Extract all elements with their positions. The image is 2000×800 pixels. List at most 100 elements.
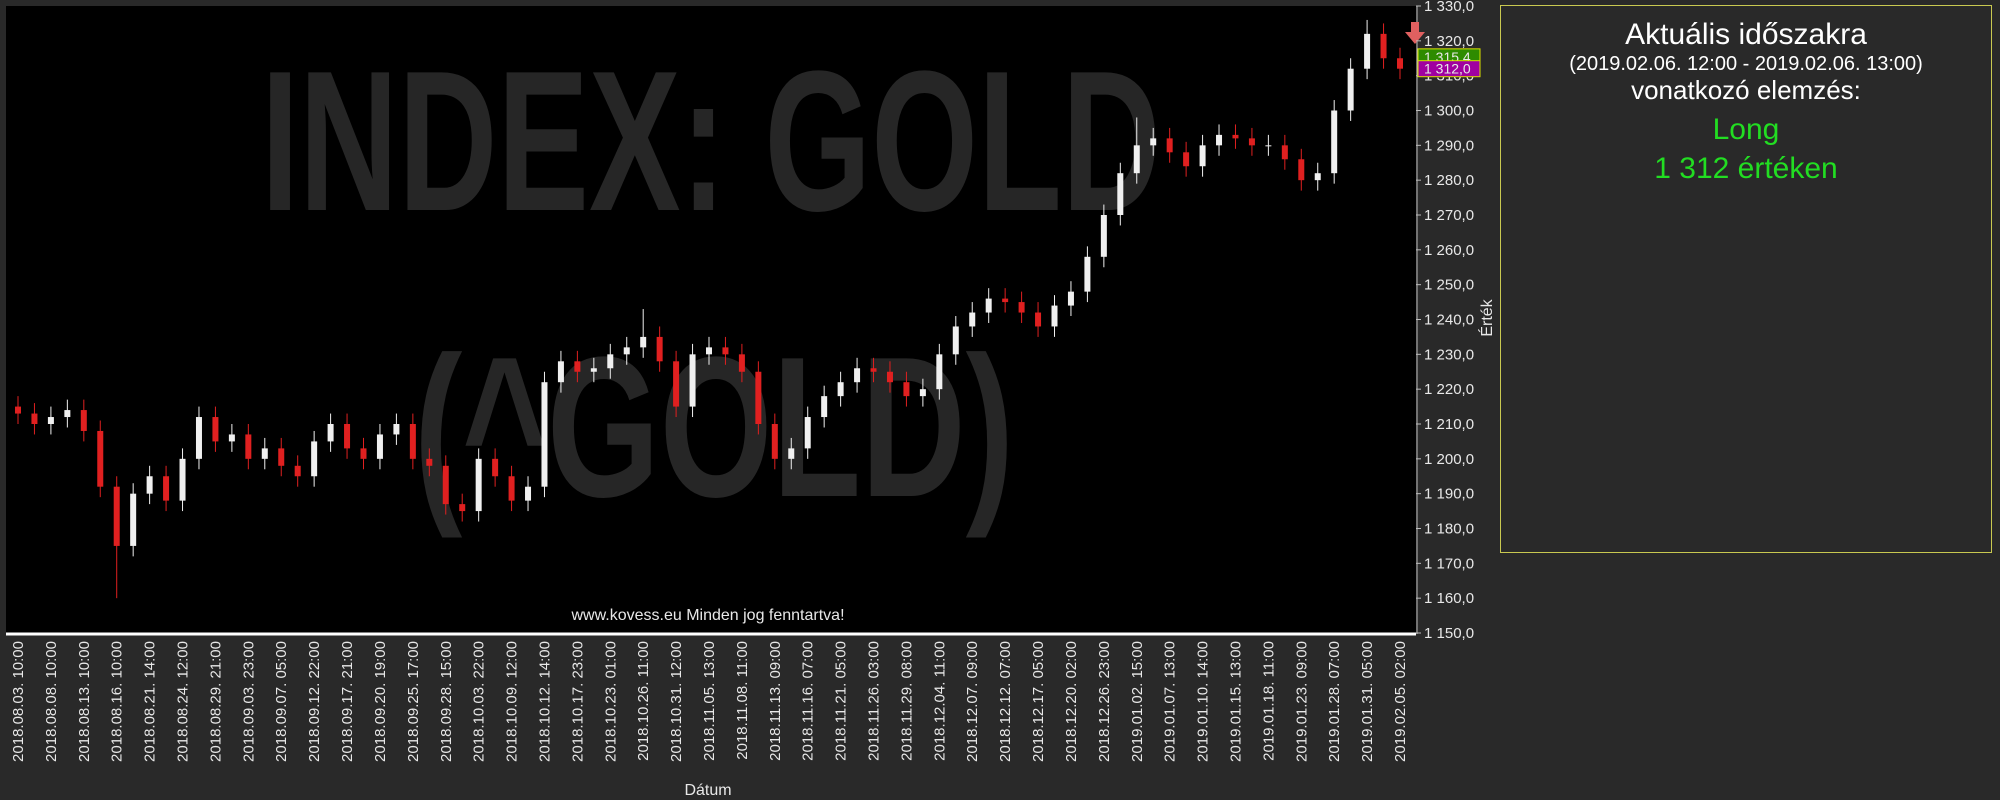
x-tick-label: 2018.12.07. 09:00 [964,641,981,762]
candle-body [376,434,383,459]
candle-body [788,448,795,459]
candle-body [755,371,762,424]
candle-body [393,424,400,435]
candle-body [1084,256,1091,292]
y-tick-label: 1 320,0 [1424,33,1474,50]
plot-area [6,6,1416,633]
candle-body [409,424,416,459]
x-tick-label: 2019.01.31. 05:00 [1359,641,1376,762]
x-tick-label: 2018.09.20. 19:00 [372,641,389,762]
x-tick-label: 2018.08.29. 21:00 [207,641,224,762]
candle-body [1133,145,1140,174]
candle-body [936,354,943,390]
x-tick-label: 2018.11.29. 08:00 [898,641,915,761]
candle-body [1018,302,1025,313]
candle-body [245,434,252,459]
candle-body [113,486,120,546]
y-tick-label: 1 330,0 [1424,0,1474,15]
x-tick-label: 2018.10.09. 12:00 [504,641,521,762]
candle-body [821,396,828,418]
candle-body [475,458,482,512]
x-tick-label: 2018.09.03. 23:00 [240,641,257,762]
candle-body [278,448,285,466]
candle-body [722,347,729,355]
candle-body [47,417,54,424]
candle-body [969,312,976,327]
x-tick-label: 2018.08.21. 14:00 [142,641,159,762]
candle-body [1265,145,1272,147]
x-tick-label: 2018.11.16. 07:00 [800,641,817,761]
candle-body [919,389,926,397]
candle-body [1380,33,1387,59]
y-axis-label: Érték [1477,298,1496,336]
candle-body [1183,152,1190,167]
y-tick-label: 1 220,0 [1424,381,1474,398]
x-tick-label: 2018.08.24. 12:00 [175,641,192,762]
x-tick-label: 2018.10.23. 01:00 [602,641,619,762]
x-tick-label: 2018.08.13. 10:00 [76,641,93,762]
candle-body [706,347,712,355]
x-tick-label: 2018.12.26. 23:00 [1096,641,1113,762]
y-tick-label: 1 170,0 [1424,555,1474,572]
x-tick-label: 2019.02.05. 02:00 [1392,641,1409,762]
x-tick-label: 2019.01.15. 13:00 [1227,641,1244,762]
candle-body [80,410,87,431]
y-tick-label: 1 230,0 [1424,346,1474,363]
candle-body [130,493,137,546]
footer: www.kovess.eu Minden jog fenntartva! [570,607,844,624]
candle-body [492,458,499,477]
price-marker [1417,60,1481,78]
candle-body [459,504,466,512]
y-tick-label: 1 200,0 [1424,451,1474,468]
x-tick-label: 2018.09.07. 05:00 [273,641,290,762]
candle-body [1331,110,1338,174]
candle-body [590,368,597,372]
candle-body [1347,68,1354,111]
candle-body [327,424,334,442]
candle-body [1067,291,1074,306]
candle-body [1051,305,1058,327]
candle-body [1150,138,1157,146]
price-marker-label: 1 312,0 [1424,61,1471,77]
candle-body [442,465,449,505]
candle-body [903,382,910,397]
candle-body [525,486,532,501]
candle-body [574,361,581,372]
candle-body [508,476,515,501]
candle-body [771,424,778,459]
y-tick-label: 1 260,0 [1424,242,1474,259]
y-tick-label: 1 250,0 [1424,277,1474,294]
x-tick-label: 2019.01.10. 14:00 [1195,641,1212,762]
x-tick-label: 2019.01.28. 07:00 [1326,641,1343,762]
candle-body [163,476,170,501]
panel-signal: Long [1712,113,1780,147]
y-tick-label: 1 290,0 [1424,137,1474,154]
x-tick-label: 2018.09.17. 21:00 [339,641,356,762]
watermark: INDEX: GOLD [261,30,1161,253]
x-tick-label: 2018.11.05. 13:00 [701,641,718,761]
panel-subtitle: vonatkozó elemzés: [1631,74,1861,105]
x-tick-label: 2018.08.08. 10:00 [43,641,60,762]
candle-body [804,417,811,449]
candle-body [195,417,202,459]
candle-body [1248,138,1255,146]
candle-body [146,476,153,494]
candle-body [31,413,38,424]
candle-body [854,368,861,383]
x-tick-label: 2018.10.17. 23:00 [569,641,586,762]
x-tick-label: 2018.09.28. 15:00 [438,641,455,762]
candle-body [294,465,301,477]
candle-body [1298,159,1305,181]
candle-body [1281,145,1288,160]
x-tick-label: 2018.10.03. 22:00 [471,641,488,762]
x-tick-label: 2018.08.03. 10:00 [10,641,27,762]
x-tick-label: 2018.10.26. 11:00 [635,641,652,761]
x-tick-label: 2019.01.02. 15:00 [1129,641,1146,762]
y-tick-label: 1 210,0 [1424,416,1474,433]
y-tick-label: 1 240,0 [1424,312,1474,329]
x-tick-label: 2018.11.21. 05:00 [833,641,850,761]
x-tick-label: 2018.11.13. 09:00 [767,641,784,761]
candle-body [1314,173,1321,181]
candle-body [541,382,548,487]
